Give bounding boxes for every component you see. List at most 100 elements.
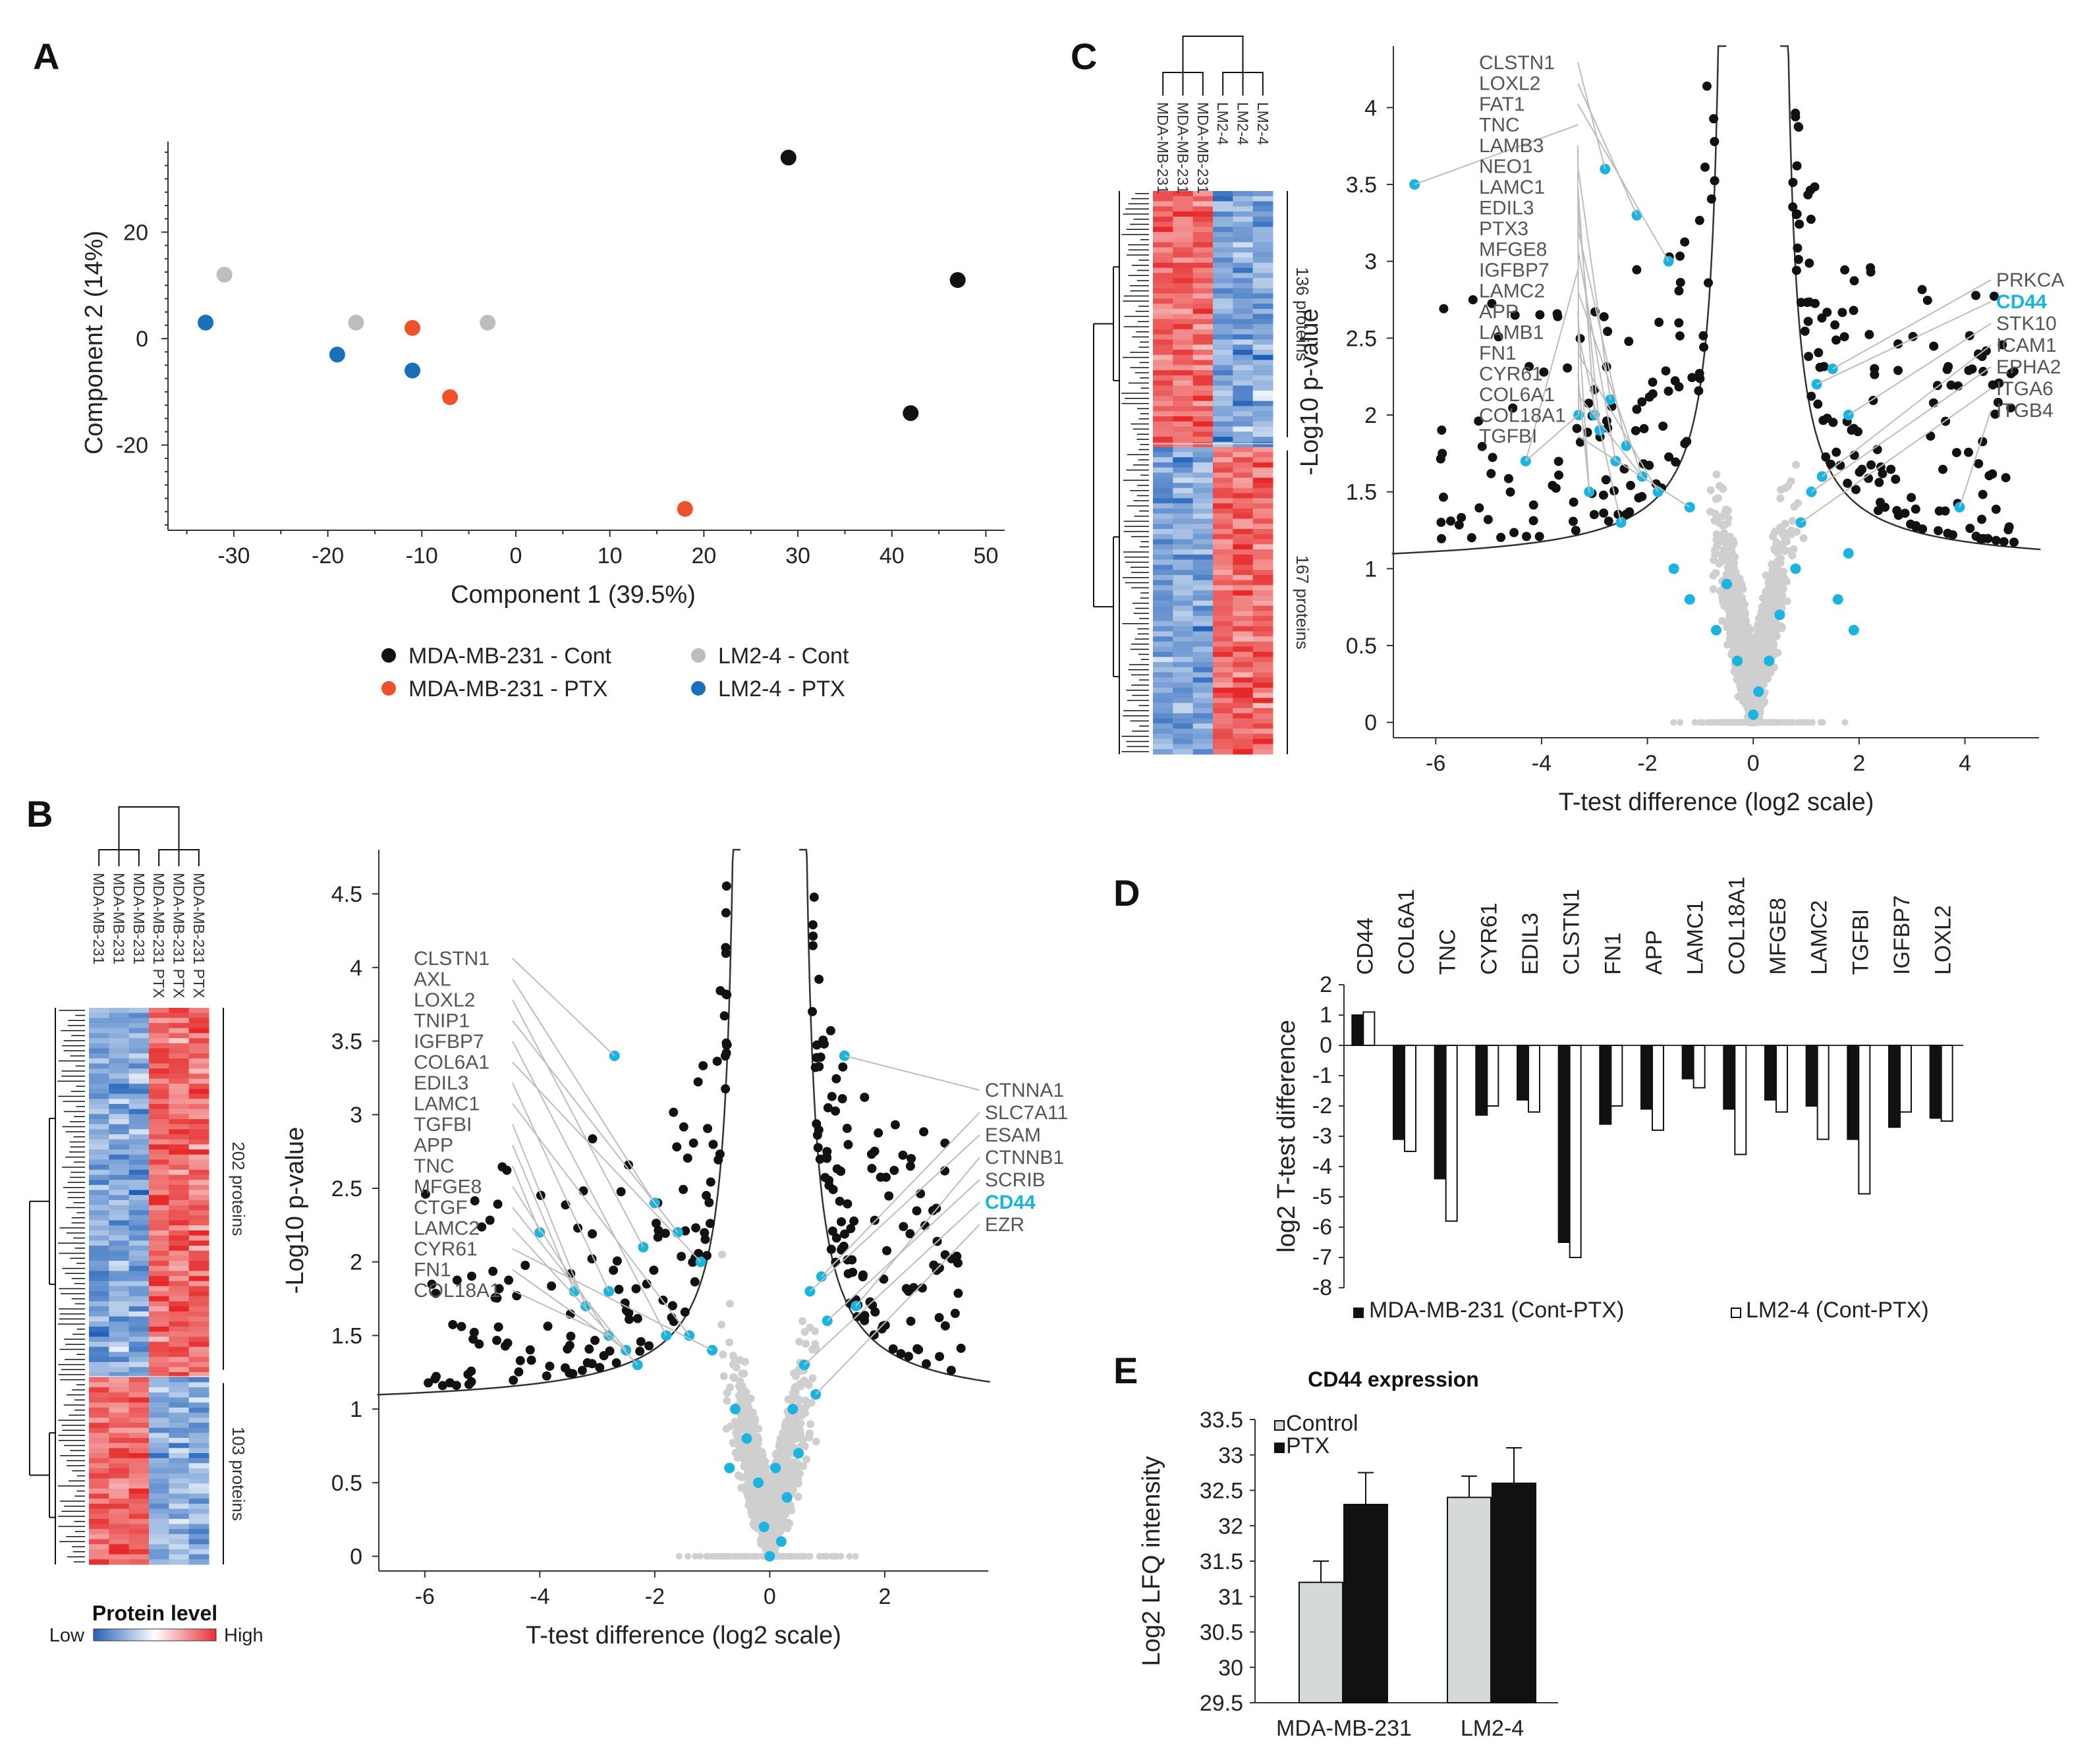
bar	[1940, 1045, 1953, 1122]
y-tick-label: 29.5	[1200, 1691, 1243, 1716]
significant-protein-point	[464, 1379, 474, 1389]
heatmap-cell	[1153, 493, 1173, 499]
heatmap-cell	[169, 1023, 190, 1029]
heatmap-cell	[149, 1529, 169, 1535]
heatmap-cell	[1173, 611, 1194, 617]
protein-point	[1773, 547, 1781, 555]
heatmap-cell	[1192, 503, 1214, 509]
heatmap-cell	[149, 1088, 169, 1095]
heatmap-cell	[89, 1048, 109, 1054]
significant-protein-point	[899, 1222, 909, 1232]
x-tick-label: -4	[530, 1584, 549, 1609]
gene-callout-label: APP	[414, 1135, 453, 1157]
callout-leader-line	[1577, 435, 1691, 508]
heatmap-cell	[1213, 349, 1233, 356]
heatmap-cell	[169, 1326, 190, 1333]
significant-protein-point	[1671, 457, 1681, 467]
heatmap-cell	[1213, 426, 1233, 432]
bar	[1764, 1045, 1777, 1101]
significant-protein-point	[488, 1267, 498, 1277]
heatmap-cell	[89, 1286, 109, 1292]
significant-protein-point	[905, 1161, 915, 1171]
heatmap-cell	[1233, 298, 1254, 304]
heatmap-cell	[109, 1225, 130, 1231]
heatmap-cell	[1192, 329, 1214, 335]
heatmap-cell	[1173, 304, 1194, 310]
heatmap-cell	[128, 1018, 150, 1024]
heatmap-cell	[1233, 273, 1254, 279]
heatmap-cell	[1213, 662, 1233, 668]
highlighted-protein-point	[730, 1404, 741, 1415]
heatmap-cell	[128, 1443, 150, 1448]
heatmap-cell	[109, 1387, 130, 1393]
heatmap-cell	[1252, 539, 1273, 545]
highlighted-protein-point	[1721, 578, 1733, 590]
heatmap-cell	[1252, 375, 1273, 381]
heatmap-cell	[1173, 682, 1194, 688]
protein-point	[734, 1429, 742, 1437]
heatmap-cell	[149, 1392, 169, 1398]
heatmap-cell	[1252, 544, 1273, 550]
heatmap-cell	[1213, 738, 1233, 744]
heatmap-cell	[188, 1286, 210, 1292]
protein-point	[816, 1553, 824, 1560]
heatmap-cell	[1233, 518, 1254, 524]
heatmap-cell	[1192, 324, 1214, 330]
heatmap-cell	[188, 1261, 210, 1267]
protein-point	[1706, 507, 1714, 516]
heatmap-cell	[188, 1367, 210, 1373]
heatmap-cell	[128, 1230, 150, 1236]
significant-protein-point	[1454, 520, 1464, 530]
significant-protein-point	[842, 1124, 852, 1134]
gene-callout-label: COL6A1	[414, 1052, 489, 1074]
significant-protein-point	[679, 1184, 688, 1194]
bar	[1888, 1045, 1901, 1128]
heatmap-cell	[1192, 483, 1214, 489]
heatmap-cell	[109, 1301, 130, 1307]
heatmap-cell	[109, 1180, 130, 1186]
significant-protein-point	[1791, 209, 1801, 219]
significant-protein-point	[1907, 493, 1916, 503]
protein-point	[1775, 719, 1782, 726]
color-scale-high-label: High	[224, 1625, 264, 1646]
heatmap-cell	[109, 1412, 130, 1418]
significant-protein-point	[1468, 295, 1478, 305]
protein-point	[852, 1553, 859, 1560]
significant-protein-point	[719, 1011, 729, 1021]
sample-label: MDA-MB-231 PTX	[190, 873, 208, 998]
heatmap-cell	[1213, 749, 1233, 755]
protein-point	[753, 1440, 762, 1448]
heatmap-cell	[128, 1165, 150, 1171]
heatmap-cell	[149, 1184, 169, 1191]
significant-protein-point	[1695, 373, 1705, 383]
heatmap-cell	[128, 1539, 150, 1545]
legend-swatch	[1274, 1443, 1285, 1453]
heatmap-cell	[149, 1468, 169, 1474]
heatmap-cell	[1153, 426, 1173, 432]
panel-label-c: C	[1071, 36, 1097, 77]
category-label: MDA-MB-231	[1276, 1716, 1412, 1741]
significant-protein-point	[644, 1341, 654, 1351]
protein-point	[1677, 719, 1684, 726]
heatmap-cell	[1252, 406, 1273, 412]
protein-point	[725, 1300, 734, 1308]
significant-protein-point	[1911, 521, 1921, 531]
protein-point	[742, 1388, 750, 1396]
significant-protein-point	[808, 1006, 818, 1016]
heatmap-cell	[1233, 421, 1254, 427]
significant-protein-point	[445, 1378, 455, 1388]
heatmap-cell	[1213, 252, 1233, 258]
significant-protein-point	[578, 1186, 588, 1196]
heatmap-cell	[1233, 749, 1254, 755]
heatmap-cell	[128, 1529, 150, 1535]
heatmap-cell	[1192, 549, 1214, 555]
heatmap-cell	[128, 1468, 150, 1474]
heatmap-cell	[188, 1235, 210, 1241]
significant-protein-point	[457, 1321, 466, 1331]
bar	[1569, 1045, 1582, 1258]
heatmap-cell	[1153, 682, 1173, 688]
y-tick-label: 2	[350, 1250, 362, 1275]
heatmap-cell	[128, 1099, 150, 1105]
heatmap-cell	[128, 1458, 150, 1464]
